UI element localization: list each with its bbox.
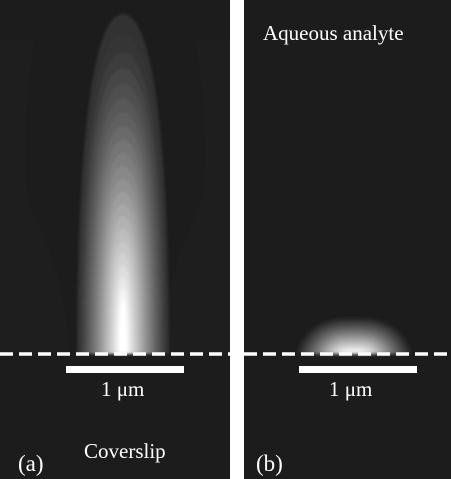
side-lobe-a	[0, 40, 230, 354]
evanescent-contours	[296, 318, 412, 354]
scale-bar-label-a: 1 μm	[101, 377, 145, 401]
panel-label-b: (b)	[256, 451, 283, 476]
scale-bar-b	[299, 366, 417, 373]
panel-label-a: (a)	[18, 451, 44, 476]
field-map-b	[244, 0, 451, 479]
aqueous-analyte-label: Aqueous analyte	[263, 21, 404, 45]
panel-b: Aqueous analyte 1 μm (b)	[244, 0, 451, 479]
panel-a: 1 μm (a) Coverslip	[0, 0, 230, 479]
field-map-a	[0, 14, 230, 373]
background-b	[244, 0, 451, 479]
coverslip-label: Coverslip	[84, 439, 166, 463]
beam-contours	[77, 14, 169, 355]
scale-bar-label-b: 1 μm	[329, 377, 373, 401]
beam-contour-level	[119, 300, 127, 354]
scale-bar-a	[66, 366, 184, 373]
